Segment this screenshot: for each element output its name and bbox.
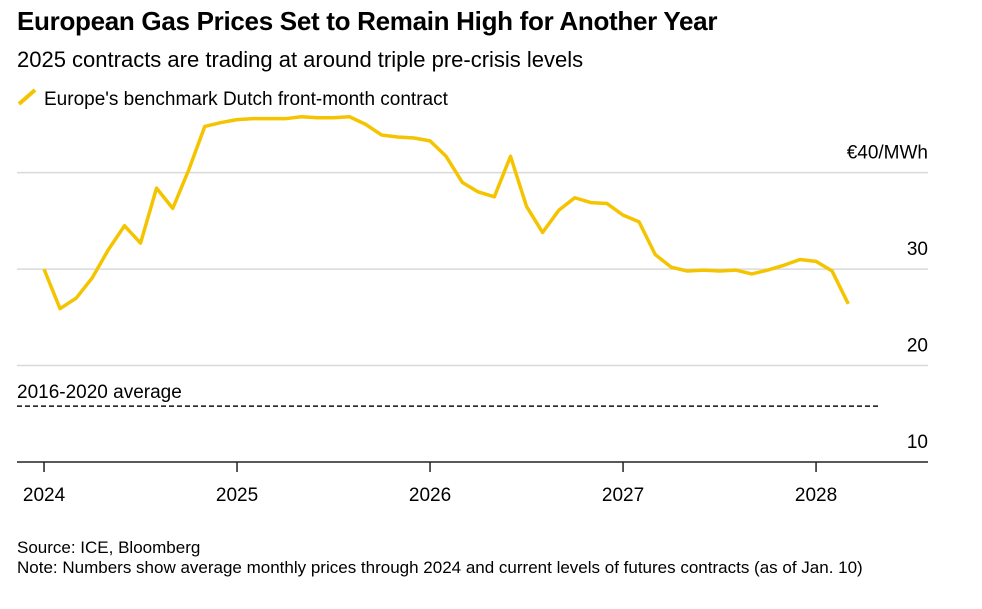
y-tick-label: €40/MWh <box>847 143 928 164</box>
legend-swatch <box>17 88 37 106</box>
footer: Source: ICE, Bloomberg Note: Numbers sho… <box>17 538 937 578</box>
x-tick-label: 2024 <box>23 485 66 506</box>
x-tick-label: 2028 <box>795 485 837 506</box>
source: Source: ICE, Bloomberg <box>17 538 201 557</box>
x-tick-label: 2027 <box>602 485 644 506</box>
x-tick-label: 2025 <box>216 485 258 506</box>
x-tick-label: 2026 <box>409 485 451 506</box>
chart-title: European Gas Prices Set to Remain High f… <box>17 6 718 36</box>
y-tick-label: 10 <box>907 432 928 453</box>
price-line <box>42 115 850 311</box>
y-tick-label: 30 <box>907 239 928 260</box>
legend-label: Europe's benchmark Dutch front-month con… <box>44 89 449 110</box>
note: Note: Numbers show average monthly price… <box>17 558 863 577</box>
y-tick-label: 20 <box>907 336 928 357</box>
chart-subtitle: 2025 contracts are trading at around tri… <box>17 47 584 72</box>
average-label: 2016-2020 average <box>17 382 182 403</box>
